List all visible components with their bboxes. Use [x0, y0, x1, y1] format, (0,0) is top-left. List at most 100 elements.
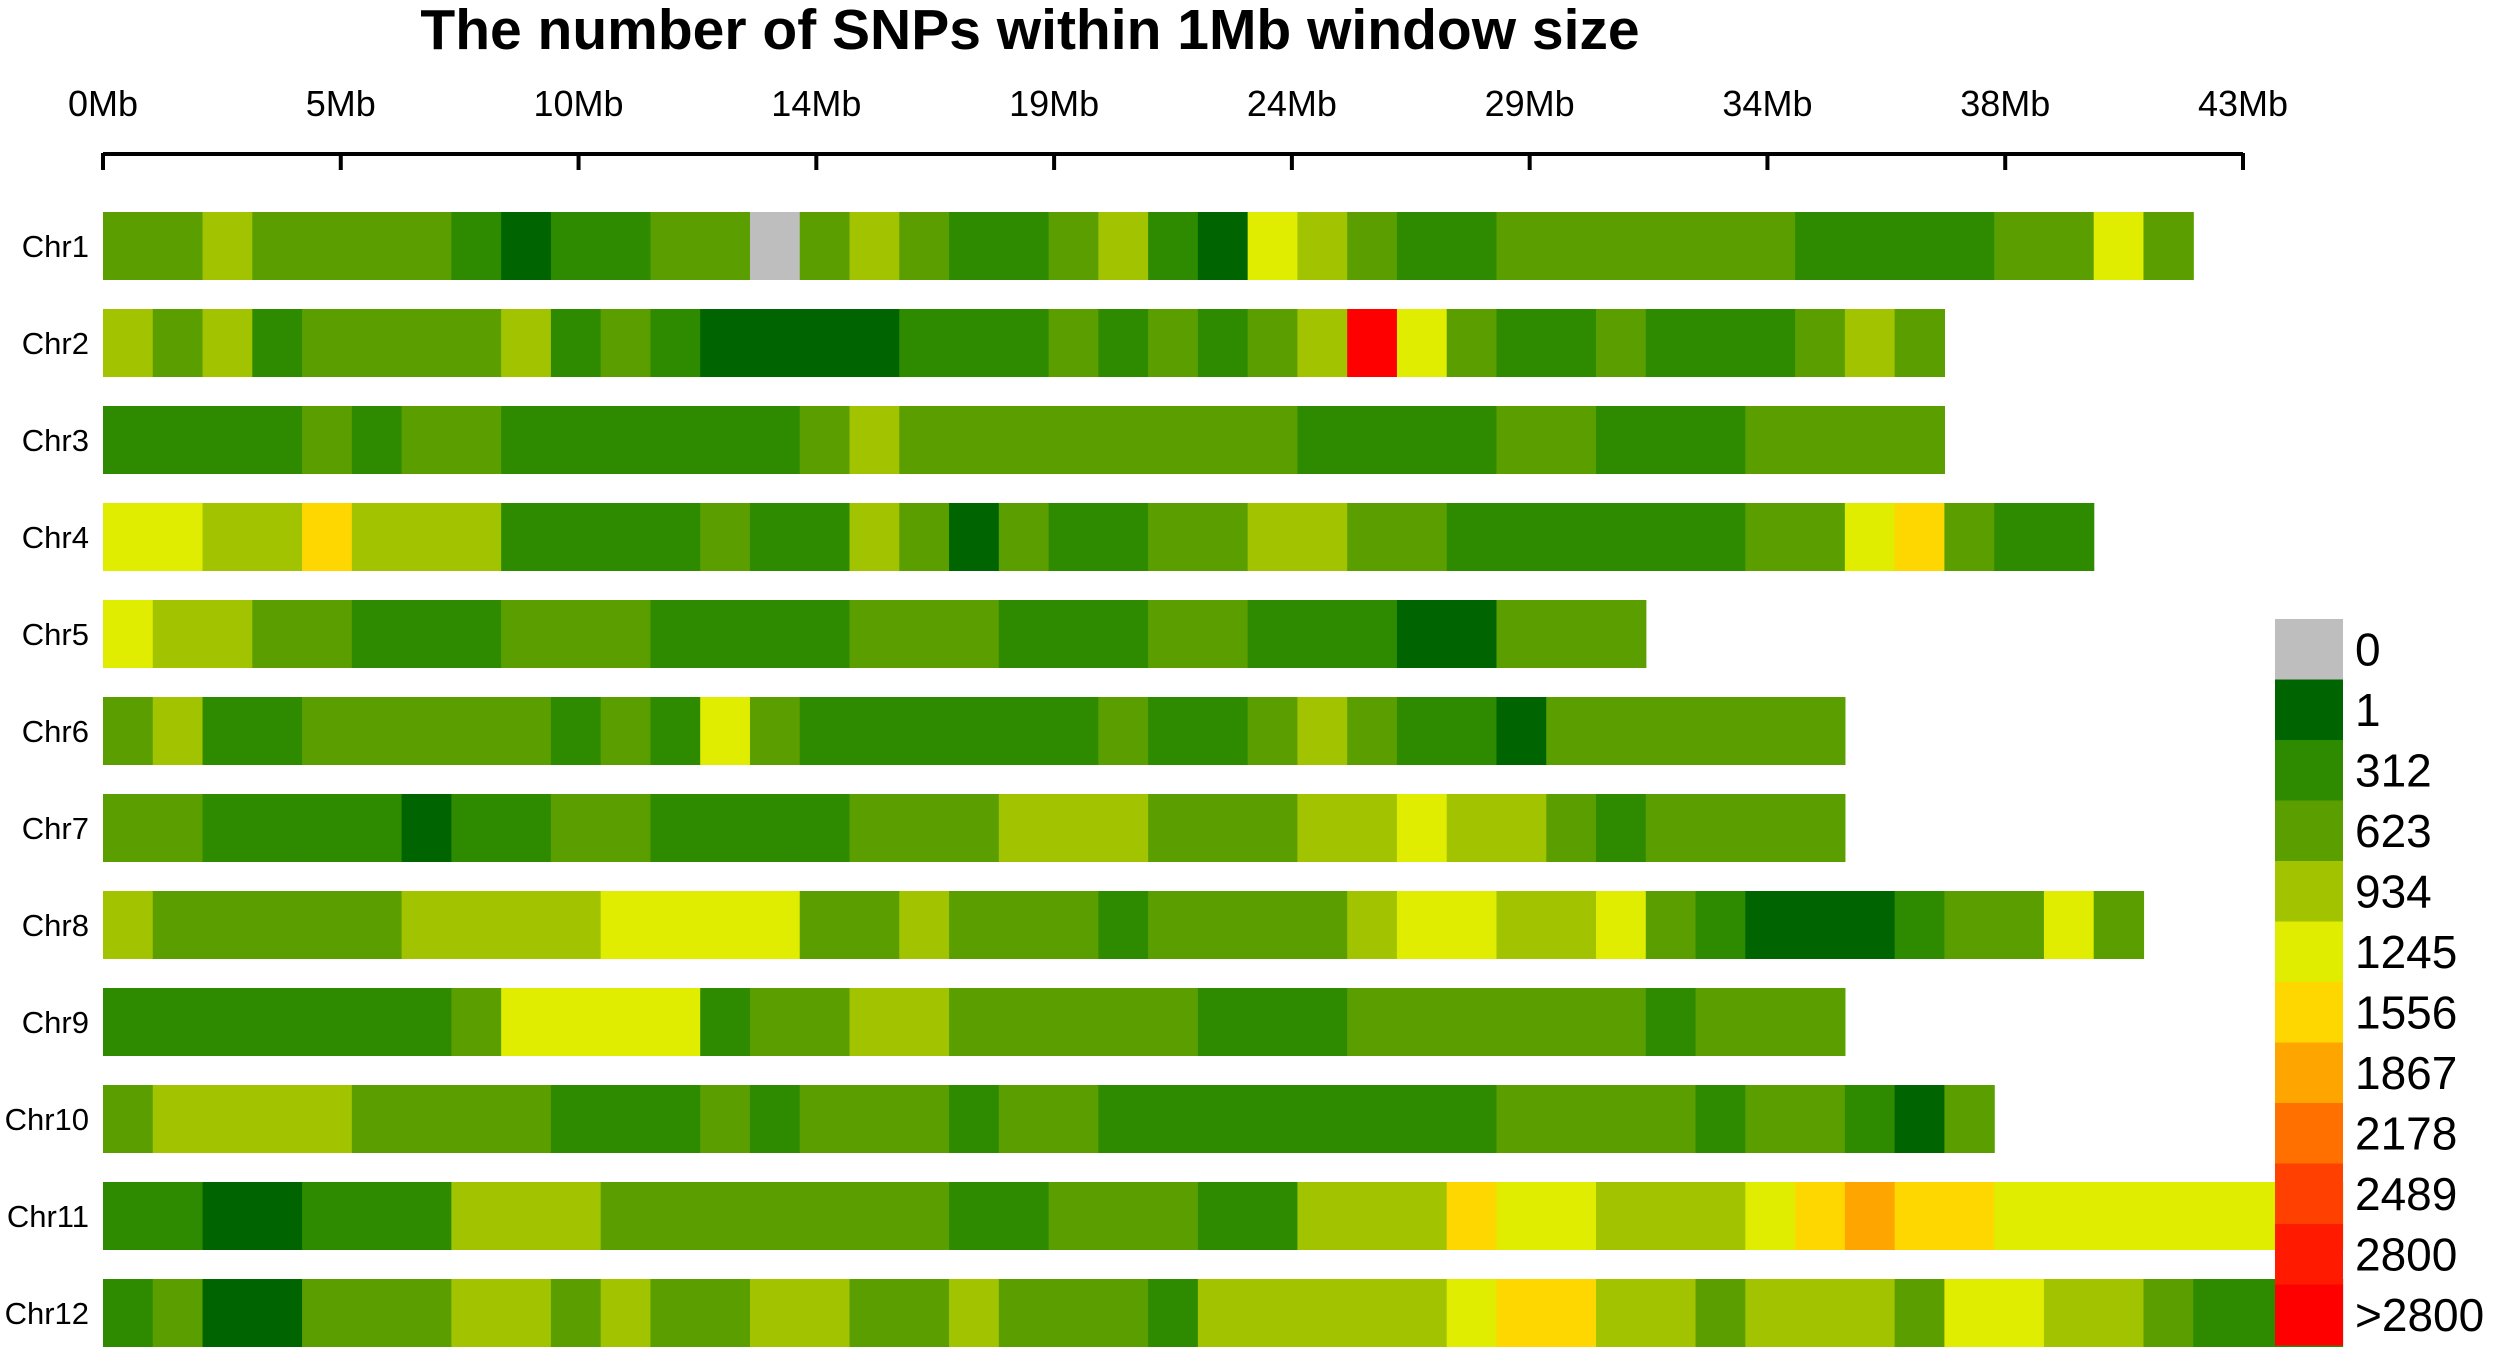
- snp-density-bin: [302, 600, 353, 668]
- snp-density-bin: [1197, 1085, 1249, 1153]
- snp-density-bin: [749, 1279, 801, 1347]
- snp-density-bin: [749, 697, 801, 765]
- snp-density-bin: [1894, 1182, 1945, 1250]
- snp-density-bin: [998, 503, 1050, 571]
- x-tick-label: 5Mb: [306, 83, 376, 124]
- snp-density-bin: [1446, 1182, 1498, 1250]
- chromosome-label: Chr7: [22, 811, 89, 846]
- snp-density-bin: [103, 988, 154, 1056]
- snp-density-bin: [252, 503, 303, 571]
- snp-density-bin: [749, 794, 801, 862]
- snp-density-bin: [1745, 988, 1796, 1056]
- snp-density-bin: [152, 212, 204, 280]
- chromosome-label: Chr11: [7, 1199, 89, 1234]
- snp-density-bin: [1148, 309, 1199, 377]
- snp-density-bin: [998, 600, 1050, 668]
- snp-density-bin: [1247, 1279, 1299, 1347]
- snp-density-bin: [103, 1085, 154, 1153]
- snp-density-bin: [600, 406, 652, 474]
- snp-density-bin: [899, 1085, 950, 1153]
- snp-density-bin: [152, 503, 204, 571]
- snp-density-bin: [302, 794, 353, 862]
- snp-density-bin: [152, 600, 204, 668]
- snp-density-bin: [550, 988, 602, 1056]
- snp-density-bin: [351, 503, 403, 571]
- snp-density-bin: [998, 891, 1050, 959]
- snp-density-bin: [550, 212, 602, 280]
- snp-density-bin: [1148, 891, 1199, 959]
- snp-density-bin: [1894, 309, 1945, 377]
- snp-density-bin: [1197, 697, 1249, 765]
- snp-density-bin: [998, 1182, 1050, 1250]
- snp-density-bin: [1098, 1085, 1149, 1153]
- snp-density-bin: [1745, 1085, 1796, 1153]
- snp-density-bin: [1247, 309, 1299, 377]
- snp-density-bin: [2093, 212, 2145, 280]
- snp-density-bin: [998, 1279, 1050, 1347]
- snp-density-bin: [700, 1279, 751, 1347]
- snp-density-bin: [152, 309, 204, 377]
- snp-density-bin: [949, 600, 1000, 668]
- snp-density-bin: [849, 891, 900, 959]
- snp-density-bin: [1247, 406, 1299, 474]
- snp-density-bin: [1048, 697, 1099, 765]
- legend-swatch: [2275, 1224, 2343, 1286]
- chromosome-row: Chr12: [5, 1279, 2344, 1347]
- snp-density-bin: [1098, 794, 1149, 862]
- snp-density-bin: [1695, 1279, 1746, 1347]
- snp-density-bin: [103, 503, 154, 571]
- snp-density-bin: [1645, 697, 1697, 765]
- snp-density-bin: [401, 1279, 452, 1347]
- snp-density-bin: [202, 1279, 253, 1347]
- snp-density-bin: [949, 1182, 1000, 1250]
- snp-density-bin: [1944, 891, 1995, 959]
- snp-density-bin: [501, 697, 552, 765]
- snp-density-bin: [1098, 891, 1149, 959]
- snp-density-bin: [1148, 503, 1199, 571]
- snp-density-bin: [1695, 1182, 1746, 1250]
- snp-density-bin: [799, 212, 851, 280]
- legend-swatch: [2275, 619, 2343, 681]
- snp-density-bin: [1795, 309, 1846, 377]
- snp-density-bin: [2043, 212, 2095, 280]
- snp-density-bin: [152, 1085, 204, 1153]
- snp-density-bin: [1148, 1182, 1199, 1250]
- snp-density-bin: [1596, 600, 1647, 668]
- snp-density-bin: [451, 212, 502, 280]
- chromosome-label: Chr6: [22, 714, 89, 749]
- legend-swatch: [2275, 1042, 2343, 1104]
- snp-density-bin: [1844, 406, 1896, 474]
- snp-density-bin: [700, 212, 751, 280]
- snp-density-bin: [351, 1279, 403, 1347]
- snp-density-bin: [1645, 1085, 1697, 1153]
- snp-density-bin: [252, 988, 303, 1056]
- snp-density-bin: [1546, 309, 1597, 377]
- snp-density-bin: [899, 212, 950, 280]
- snp-density-bin: [550, 697, 602, 765]
- snp-density-bin: [550, 1182, 602, 1250]
- snp-density-bin: [650, 1279, 701, 1347]
- snp-density-bin: [152, 697, 204, 765]
- snp-density-bin: [202, 600, 253, 668]
- snp-density-bin: [1795, 697, 1846, 765]
- snp-density-bin: [1148, 1085, 1199, 1153]
- snp-density-bin: [1844, 1182, 1896, 1250]
- snp-density-bin: [1048, 600, 1099, 668]
- snp-density-bin: [501, 309, 552, 377]
- snp-density-bin: [1098, 988, 1149, 1056]
- snp-density-bin: [1396, 212, 1448, 280]
- snp-density-bin: [749, 891, 801, 959]
- snp-density-bin: [1795, 406, 1846, 474]
- snp-density-bin: [351, 600, 403, 668]
- chromosome-label: Chr10: [5, 1102, 89, 1137]
- snp-density-bin: [1645, 891, 1697, 959]
- snp-density-bin: [1396, 1182, 1448, 1250]
- snp-density-bin: [1645, 1279, 1697, 1347]
- legend-label: 1556: [2355, 986, 2457, 1038]
- snp-density-bin: [1446, 697, 1498, 765]
- snp-density-bin: [1546, 988, 1597, 1056]
- snp-density-bin: [849, 503, 900, 571]
- snp-density-bin: [1944, 212, 1995, 280]
- snp-density-bin: [1695, 988, 1746, 1056]
- snp-density-bin: [1496, 794, 1547, 862]
